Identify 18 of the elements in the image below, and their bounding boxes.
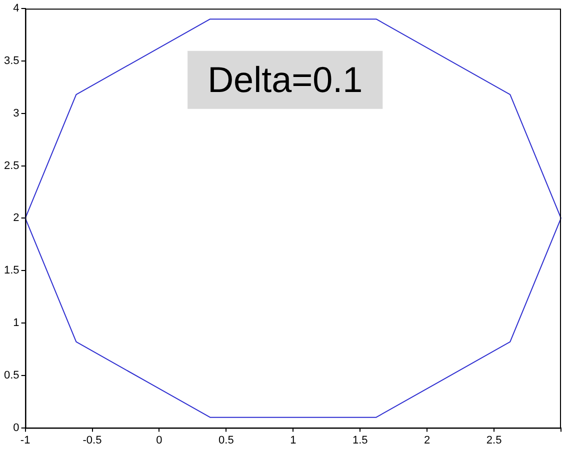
x-tick-label: 1.5 xyxy=(352,434,368,446)
y-tick-label: 0 xyxy=(13,422,20,434)
y-tick-label: 3 xyxy=(13,107,20,120)
x-tick-label: -0.5 xyxy=(82,434,102,446)
y-tick-label: 1 xyxy=(13,317,20,330)
x-tick-label: -1 xyxy=(20,434,30,446)
y-tick-label: 2.5 xyxy=(4,160,20,172)
x-tick-label: 0.5 xyxy=(218,434,234,446)
annotation: Delta=0.1 xyxy=(208,58,363,100)
y-tick-label: 1.5 xyxy=(4,264,20,277)
x-tick-label: 1 xyxy=(290,434,296,446)
y-tick-label: 0.5 xyxy=(4,369,20,382)
y-tick-label: 4 xyxy=(13,2,20,15)
x-tick-label: 2 xyxy=(424,434,430,446)
x-tick-label: 2.5 xyxy=(486,434,502,446)
y-tick-label: 3.5 xyxy=(4,55,20,68)
x-tick-label: 0 xyxy=(156,434,162,446)
y-tick-label: 2 xyxy=(13,212,20,224)
